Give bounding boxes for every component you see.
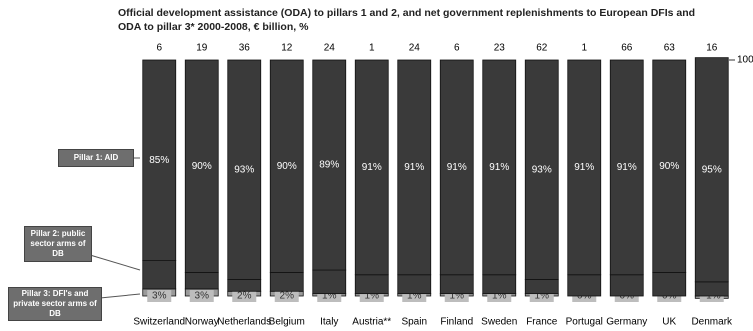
x-tick-label: Switzerland <box>133 317 185 328</box>
bar-segment <box>227 279 262 292</box>
bar-segment <box>142 59 177 262</box>
value-label: 3% <box>152 291 167 302</box>
bar-segment <box>269 59 304 273</box>
total-label: 1 <box>581 43 587 54</box>
bar-segment <box>567 59 602 276</box>
value-label: 90% <box>277 161 297 172</box>
legend-item: Pillar 2: public sector arms of DB <box>24 226 92 262</box>
bar-segment <box>482 59 517 276</box>
value-label: 91% <box>617 162 637 173</box>
bar-segment <box>652 59 687 273</box>
value-label: 89% <box>319 160 339 171</box>
legend-item: Pillar 1: AID <box>58 149 134 167</box>
value-label: 93% <box>532 164 552 175</box>
legend-connector <box>99 293 141 299</box>
value-label: 90% <box>192 161 212 172</box>
total-label: 6 <box>454 43 460 54</box>
value-label: 2% <box>280 291 295 302</box>
label-background <box>147 290 172 302</box>
bar-segment <box>397 59 432 276</box>
bar-segment <box>354 274 389 295</box>
label-background <box>274 290 299 302</box>
total-label: 19 <box>196 43 208 54</box>
value-label: 1% <box>322 291 337 302</box>
label-background <box>189 290 214 302</box>
bar-segment <box>652 271 687 297</box>
value-label: 1% <box>450 291 465 302</box>
value-label: 1% <box>407 291 422 302</box>
bar-segment <box>312 269 347 295</box>
label-background <box>232 290 257 302</box>
bar-segment <box>142 260 177 290</box>
total-label: 24 <box>409 43 421 54</box>
x-tick-label: Germany <box>606 317 647 328</box>
bar-segment <box>184 59 219 273</box>
value-label: 3% <box>195 291 210 302</box>
bar-segment <box>397 274 432 295</box>
total-label: 62 <box>536 43 548 54</box>
x-tick-label: UK <box>662 317 676 328</box>
value-label: 91% <box>362 162 382 173</box>
bar-segment <box>524 59 559 280</box>
value-label: 93% <box>234 164 254 175</box>
value-label: 1% <box>365 291 380 302</box>
total-label: 23 <box>494 43 506 54</box>
value-label: 91% <box>404 162 424 173</box>
x-tick-label: Spain <box>401 317 427 328</box>
legend-connector <box>89 254 141 271</box>
bar-segment <box>482 274 517 295</box>
value-label: 1% <box>535 291 550 302</box>
bar-segment <box>567 274 602 297</box>
x-tick-label: Denmark <box>691 317 733 328</box>
bar-segment <box>609 274 644 297</box>
value-label: 85% <box>149 155 169 166</box>
value-label: 95% <box>702 164 722 175</box>
value-label: 91% <box>489 162 509 173</box>
value-label: 2% <box>237 291 252 302</box>
bar-segment <box>354 59 389 276</box>
total-label: 24 <box>324 43 336 54</box>
bar-segment <box>439 274 474 295</box>
total-label: 63 <box>664 43 676 54</box>
bar-segment <box>269 271 304 292</box>
x-tick-label: Austria** <box>352 317 391 328</box>
total-label: 12 <box>281 43 293 54</box>
total-label: 36 <box>239 43 251 54</box>
total-label: 66 <box>621 43 633 54</box>
total-label: 1 <box>369 43 375 54</box>
value-label: 91% <box>574 162 594 173</box>
x-tick-label: Norway <box>185 317 219 328</box>
x-tick-label: Italy <box>320 317 338 328</box>
x-tick-label: Portugal <box>566 317 603 328</box>
bar-segment <box>609 59 644 276</box>
x-tick-label: France <box>526 317 558 328</box>
x-tick-label: Sweden <box>481 317 517 328</box>
x-tick-label: Finland <box>440 317 473 328</box>
total-label: 16 <box>706 43 718 54</box>
value-label: 1% <box>492 291 507 302</box>
value-label: 90% <box>659 161 679 172</box>
bar-segment <box>312 59 347 271</box>
x-tick-label: Belgium <box>269 317 305 328</box>
value-label: 91% <box>447 162 467 173</box>
bar-segment <box>227 59 262 280</box>
bar-segment <box>439 59 474 276</box>
bar-segment <box>184 271 219 290</box>
total-label: 6 <box>156 43 162 54</box>
chart-title: Official development assistance (ODA) to… <box>118 7 696 33</box>
y-tick-label: 100% <box>737 55 753 66</box>
bar-segment <box>694 57 729 283</box>
bar-segment <box>694 281 729 297</box>
x-tick-label: Netherlands <box>217 317 271 328</box>
legend-item: Pillar 3: DFI's and private sector arms … <box>8 287 102 321</box>
bar-segment <box>524 279 559 295</box>
